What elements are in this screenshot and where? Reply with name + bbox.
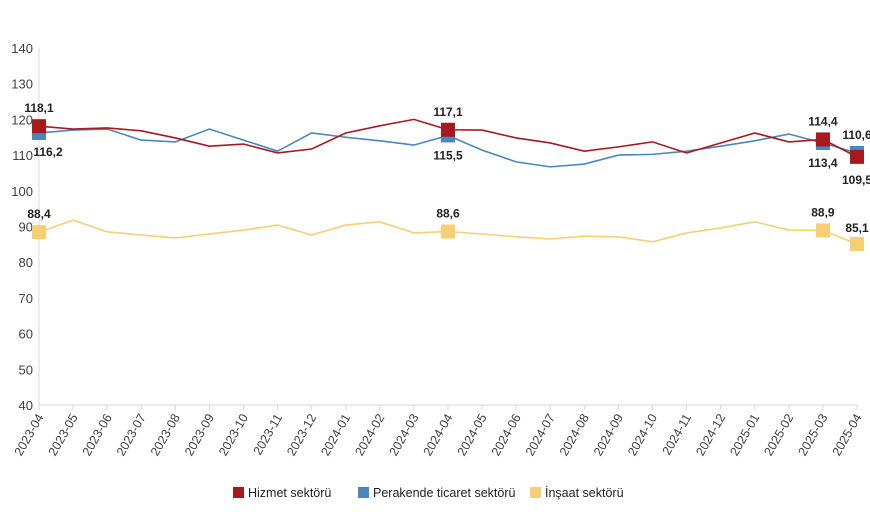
data-marker: [441, 224, 455, 239]
y-tick-label: 90: [19, 220, 33, 235]
data-marker: [441, 122, 455, 137]
x-tick-label: 2024-09: [591, 411, 626, 458]
x-tick-label: 2024-01: [318, 411, 353, 458]
legend-swatch-0: [233, 487, 244, 498]
x-tick-label: 2023-10: [216, 411, 251, 458]
x-tick-label: 2023-05: [46, 411, 81, 458]
y-tick-label: 70: [19, 291, 33, 306]
data-label: 88,9: [811, 205, 835, 219]
data-marker: [850, 149, 864, 164]
data-label: 85,1: [845, 221, 869, 235]
x-tick-label: 2023-09: [182, 411, 217, 458]
x-tick-label: 2023-08: [148, 411, 183, 458]
data-marker: [32, 119, 46, 134]
y-tick-label: 110: [12, 148, 33, 163]
data-label: 118,1: [24, 101, 54, 115]
data-label: 117,1: [433, 105, 463, 119]
y-tick-label: 120: [11, 112, 33, 127]
x-tick-label: 2024-08: [557, 411, 592, 458]
y-tick-label: 100: [11, 184, 33, 199]
x-tick-label: 2025-01: [727, 411, 762, 458]
x-tick-label: 2025-02: [761, 411, 796, 458]
legend-label: Perakende ticaret sektörü: [373, 486, 515, 500]
data-label: 110,6: [842, 128, 870, 142]
data-label: 114,4: [808, 114, 838, 128]
data-label: 88,6: [436, 206, 460, 220]
x-tick-label: 2023-11: [251, 411, 286, 457]
y-tick-label: 40: [19, 398, 33, 413]
legend-label: Hizmet sektörü: [248, 486, 331, 500]
x-tick-label: 2023-06: [80, 411, 115, 458]
x-tick-label: 2024-10: [625, 411, 660, 458]
x-tick-label: 2024-03: [386, 411, 421, 458]
x-tick-label: 2025-03: [795, 411, 830, 458]
x-tick-label: 2024-04: [421, 411, 456, 458]
y-tick-label: 60: [19, 327, 33, 342]
x-tick-label: 2024-11: [660, 411, 695, 457]
x-tick-label: 2023-04: [12, 411, 47, 458]
legend-swatch-2: [530, 487, 541, 498]
x-tick-label: 2024-07: [523, 411, 558, 458]
data-marker: [815, 132, 830, 147]
x-tick-label: 2023-07: [114, 411, 149, 458]
x-tick-label: 2024-06: [489, 411, 524, 458]
data-marker: [32, 225, 46, 240]
y-tick-label: 50: [19, 362, 33, 377]
y-tick-label: 130: [11, 77, 33, 92]
x-tick-label: 2024-05: [455, 411, 490, 458]
legend-label: İnşaat sektörü: [545, 486, 624, 500]
data-marker: [850, 236, 864, 251]
data-label: 113,4: [808, 156, 838, 170]
x-tick-label: 2025-04: [830, 411, 865, 458]
y-tick-label: 140: [11, 41, 33, 56]
data-label: 115,5: [433, 148, 463, 162]
data-label: 88,4: [27, 207, 51, 221]
x-tick-label: 2023-12: [284, 411, 319, 458]
data-label: 109,5: [842, 173, 870, 187]
data-marker: [815, 223, 830, 238]
x-tick-label: 2024-02: [352, 411, 387, 458]
y-tick-label: 80: [19, 255, 33, 270]
legend-swatch-1: [358, 487, 369, 498]
data-label: 116,2: [33, 145, 63, 159]
x-tick-label: 2024-12: [693, 411, 728, 458]
